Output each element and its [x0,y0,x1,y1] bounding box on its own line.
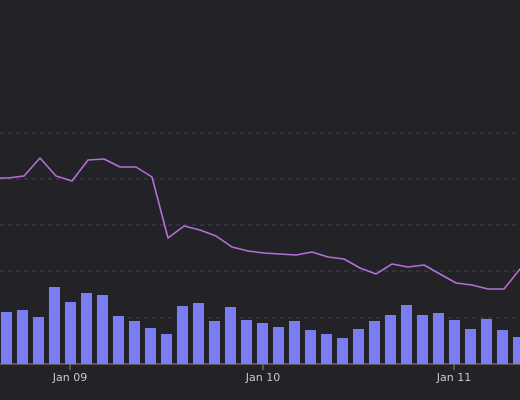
volume-bar [1,312,12,364]
volume-bar [225,307,236,364]
line-series [0,157,520,290]
volume-bar [161,334,172,364]
volume-bar [369,321,380,364]
volume-bar [433,313,444,364]
volume-bar [497,330,508,364]
x-axis-ticks: Jan 09 Jan 10 Jan 11 [52,364,471,384]
volume-bar [353,329,364,364]
volume-bar [129,321,140,364]
volume-bar [289,321,300,364]
volume-bar [465,329,476,364]
x-tick-label-jan-10: Jan 10 [245,371,280,384]
x-tick-label-jan-11: Jan 11 [436,371,471,384]
volume-bar [97,295,108,364]
x-tick-label-jan-09: Jan 09 [52,371,87,384]
volume-bar [481,319,492,364]
volume-bar [385,315,396,364]
volume-bar [33,317,44,364]
volume-bar [113,316,124,364]
volume-bar [81,293,92,364]
volume-bar [49,287,60,364]
volume-bar [321,334,332,364]
volume-bar [17,310,28,364]
volume-bar [417,315,428,364]
bar-series [1,287,520,364]
volume-bar [273,327,284,364]
volume-bar [241,320,252,364]
volume-bar [337,338,348,364]
volume-bar [257,323,268,364]
volume-bar [305,330,316,364]
volume-bar [209,321,220,364]
volume-bar [177,306,188,364]
volume-bar [145,328,156,364]
volume-bar [513,337,520,364]
volume-bar [449,320,460,364]
volume-bar [193,303,204,364]
volume-bar [65,302,76,364]
volume-bar [401,305,412,364]
